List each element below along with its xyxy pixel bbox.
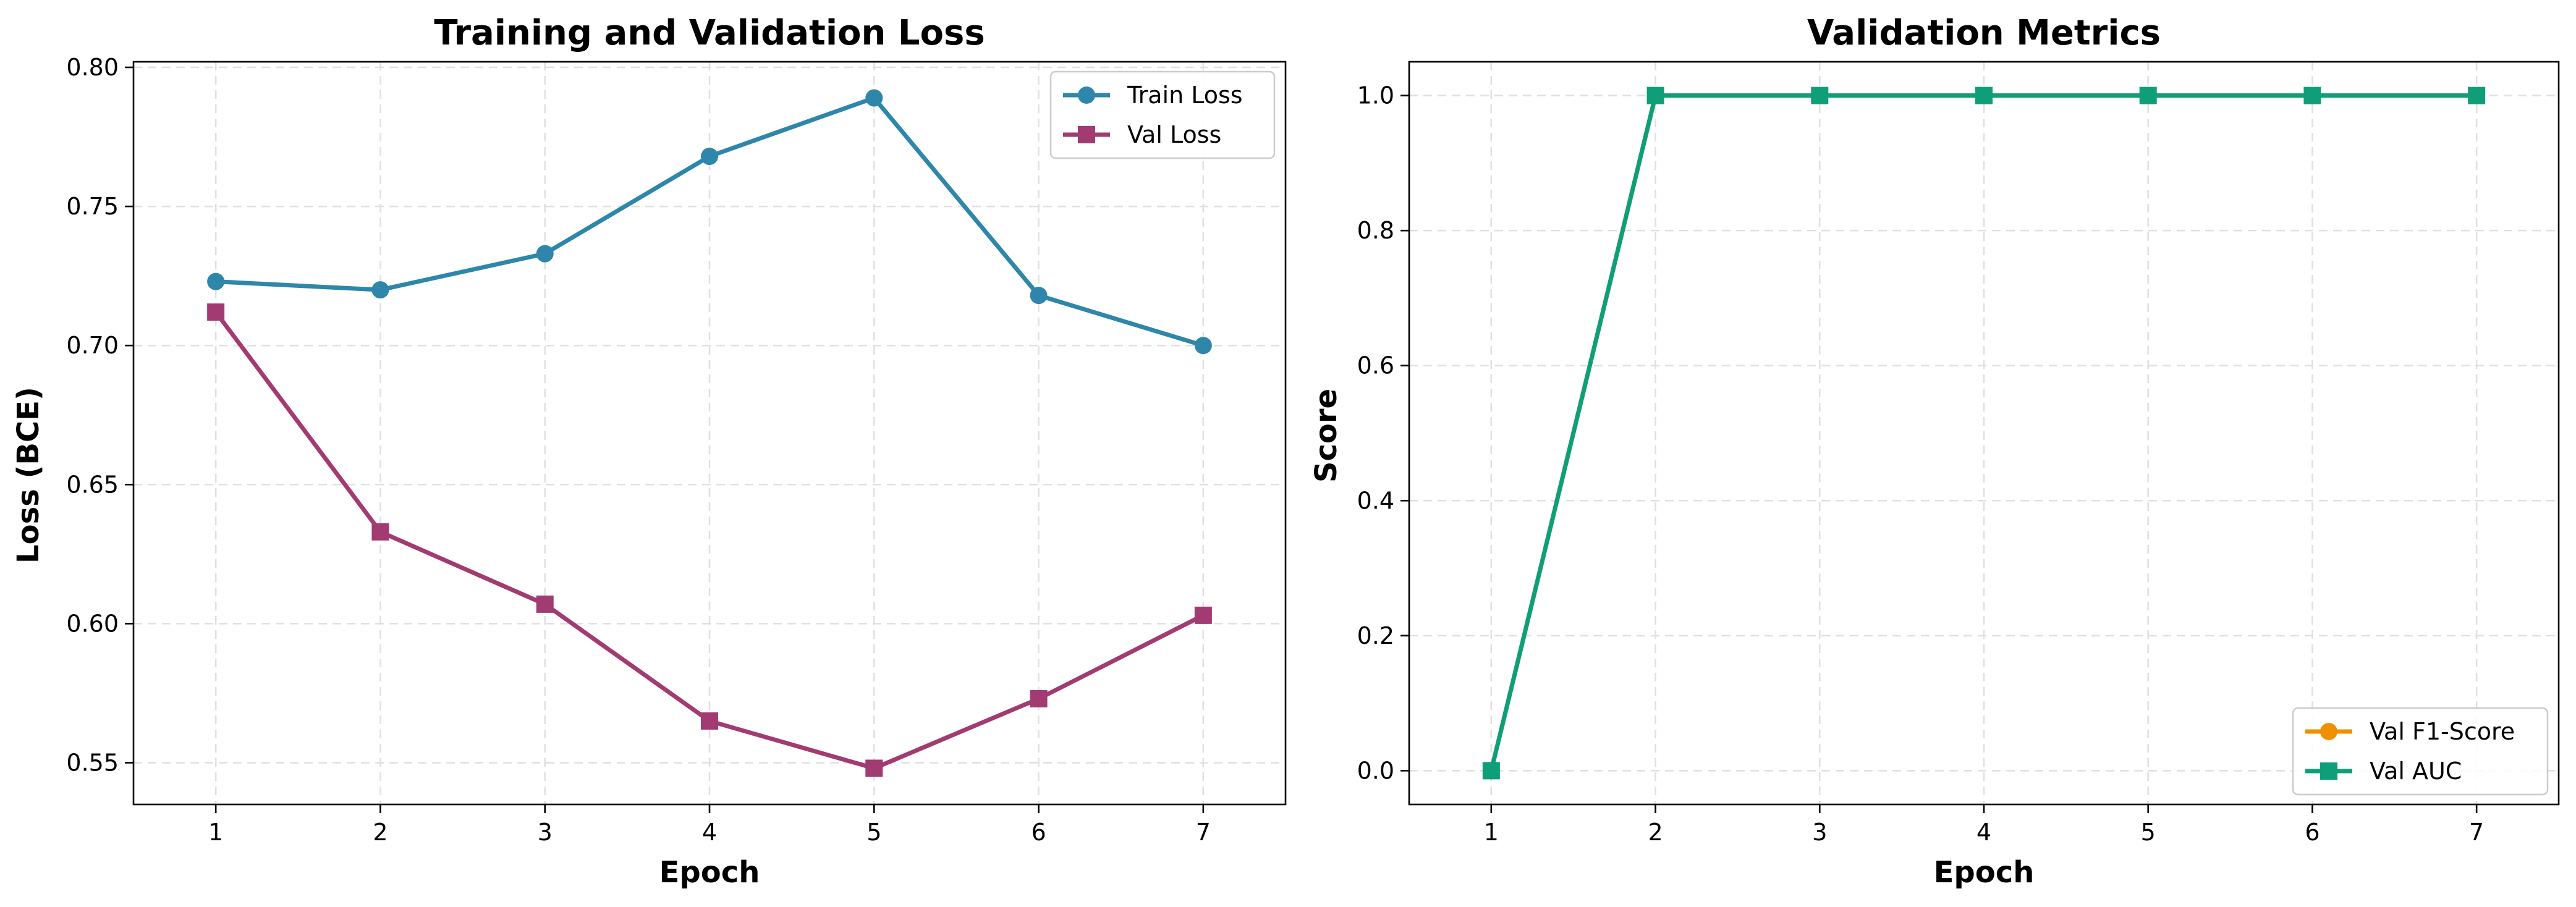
x-tick-label: 5 (2141, 819, 2156, 846)
data-point (2303, 86, 2321, 104)
y-tick-label: 0.75 (66, 193, 119, 220)
y-axis-label: Score (1309, 389, 1344, 483)
data-point (371, 281, 389, 299)
data-point (1482, 762, 1500, 780)
legend-item: Val F1-Score (2305, 718, 2515, 745)
series (1482, 86, 2486, 780)
data-point (2468, 86, 2486, 104)
x-tick-label: 6 (2305, 819, 2320, 846)
data-point (1194, 606, 1212, 624)
series (207, 89, 1212, 777)
data-point (1975, 86, 1993, 104)
plot-frame (132, 61, 1287, 806)
y-tick-label: 0.8 (1357, 217, 1394, 244)
y-tick-label: 1.0 (1357, 82, 1394, 109)
data-point (1030, 690, 1048, 707)
grid (133, 62, 1286, 804)
metrics-chart: Validation Metrics Epoch Score 1 2 3 4 5 6 7 0.… (1309, 13, 2560, 890)
data-point (701, 712, 718, 730)
data-point (865, 89, 883, 107)
x-tick-label: 7 (2469, 819, 2484, 846)
legend-label: Train Loss (1127, 82, 1243, 109)
data-point (865, 759, 883, 777)
x-axis-label: Epoch (1934, 855, 2035, 890)
data-point (1646, 86, 1664, 104)
y-tick-label: 0.70 (66, 332, 119, 359)
x-tick-label: 1 (1484, 819, 1499, 846)
x-tick-label: 5 (866, 819, 881, 846)
x-tick-label: 6 (1031, 819, 1046, 846)
legend-marker (2320, 723, 2337, 740)
data-point (2139, 86, 2157, 104)
y-tick-label: 0.6 (1357, 352, 1394, 379)
legend-label: Val F1-Score (2370, 718, 2515, 745)
y-tick-label: 0.4 (1357, 487, 1394, 514)
series-val-auc (1482, 86, 2486, 780)
x-tick-label: 1 (208, 819, 223, 846)
legend: Val F1-Score Val AUC (2292, 707, 2549, 796)
data-point (1030, 287, 1048, 305)
legend: Train Loss Val Loss (1049, 70, 1276, 159)
ticks: 1 2 3 4 5 6 7 0.55 0.60 0.65 0.70 0.75 0.80 (66, 54, 1211, 846)
y-tick-label: 0.65 (66, 471, 119, 498)
legend-item: Val Loss (1063, 121, 1221, 148)
x-tick-label: 4 (1976, 819, 1991, 846)
x-tick-label: 2 (1648, 819, 1663, 846)
ticks: 1 2 3 4 5 6 7 0.0 0.2 0.4 0.6 0.8 1.0 (1357, 82, 2485, 846)
data-point (207, 303, 225, 321)
data-point (701, 148, 718, 166)
chart-title: Training and Validation Loss (434, 13, 985, 53)
data-point (371, 523, 389, 541)
chart-title: Validation Metrics (1807, 13, 2161, 53)
x-tick-label: 4 (702, 819, 717, 846)
legend-item: Train Loss (1063, 82, 1243, 109)
legend-item: Val AUC (2305, 757, 2462, 785)
y-tick-label: 0.60 (66, 610, 119, 637)
x-tick-label: 3 (1812, 819, 1827, 846)
legend-label: Val AUC (2370, 757, 2462, 785)
x-tick-label: 7 (1196, 819, 1211, 846)
data-point (1194, 337, 1212, 355)
data-point (536, 245, 554, 263)
legend-label: Val Loss (1127, 121, 1221, 148)
x-tick-label: 2 (373, 819, 388, 846)
legend-marker (2320, 762, 2337, 780)
y-axis-label: Loss (BCE) (11, 387, 46, 563)
legend-marker (1078, 126, 1095, 143)
legend-box (2292, 707, 2549, 796)
data-point (207, 272, 225, 290)
x-tick-label: 3 (538, 819, 553, 846)
y-tick-label: 0.80 (66, 54, 119, 81)
grid (1409, 62, 2559, 804)
series-train-loss (207, 89, 1212, 355)
legend-marker (1078, 86, 1095, 104)
series-val-loss (207, 303, 1212, 777)
y-tick-label: 0.55 (66, 749, 119, 776)
y-tick-label: 0.0 (1357, 757, 1394, 784)
data-point (536, 595, 554, 613)
data-point (1811, 86, 1829, 104)
x-axis-label: Epoch (659, 855, 760, 890)
loss-chart: Training and Validation Loss Epoch Loss … (11, 13, 1287, 890)
y-tick-label: 0.2 (1357, 622, 1394, 649)
plot-frame (1408, 61, 2560, 806)
